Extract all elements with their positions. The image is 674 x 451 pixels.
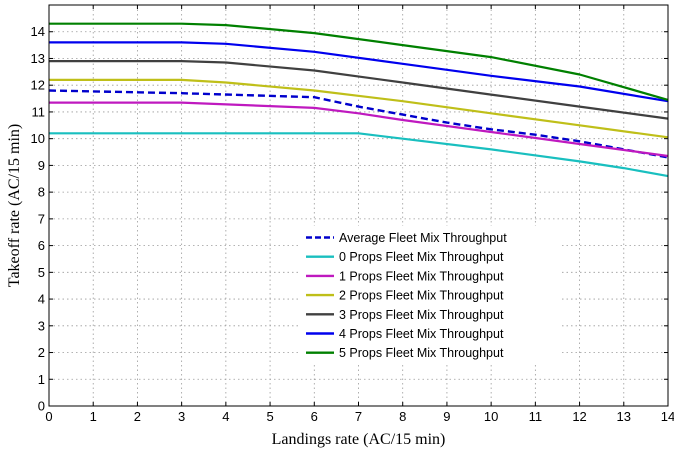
legend-label: 3 Props Fleet Mix Throughput bbox=[339, 308, 504, 322]
legend: Average Fleet Mix Throughput 0 Props Flee… bbox=[300, 226, 562, 364]
y-axis-label: Takeoff rate (AC/15 min) bbox=[6, 124, 23, 287]
y-tick-label: 9 bbox=[38, 158, 45, 173]
y-tick-label: 1 bbox=[38, 372, 45, 387]
series-line bbox=[48, 89, 669, 159]
x-axis-label: Landings rate (AC/15 min) bbox=[272, 431, 446, 448]
x-tick-label: 10 bbox=[484, 409, 498, 424]
x-tick-label: 8 bbox=[399, 409, 406, 424]
x-tick-label: 14 bbox=[661, 409, 674, 424]
y-tick-label: 2 bbox=[38, 345, 45, 360]
y-tick-label: 14 bbox=[31, 24, 45, 39]
x-tick-label: 12 bbox=[572, 409, 586, 424]
series-line bbox=[49, 132, 669, 178]
y-tick-label: 7 bbox=[38, 211, 45, 226]
series-line bbox=[49, 78, 669, 139]
series-line bbox=[49, 101, 669, 158]
x-tick-label: 4 bbox=[222, 409, 229, 424]
series-lines bbox=[48, 22, 669, 178]
x-tick-label: 0 bbox=[45, 409, 52, 424]
series-line bbox=[49, 22, 669, 101]
legend-box bbox=[300, 226, 562, 364]
legend-label: 4 Props Fleet Mix Throughput bbox=[339, 327, 504, 341]
x-tick-label: 6 bbox=[311, 409, 318, 424]
series-line bbox=[49, 41, 669, 103]
y-tick-label: 11 bbox=[32, 104, 46, 119]
y-tick-label: 10 bbox=[31, 131, 45, 146]
x-tick-label: 7 bbox=[355, 409, 362, 424]
y-tick-label: 4 bbox=[38, 292, 45, 307]
x-tick-label: 11 bbox=[529, 409, 543, 424]
legend-label: 0 Props Fleet Mix Throughput bbox=[339, 250, 504, 264]
y-tick-label: 13 bbox=[31, 51, 45, 66]
y-tick-label: 8 bbox=[38, 185, 45, 200]
y-tick-label: 3 bbox=[38, 318, 45, 333]
series-line bbox=[49, 60, 669, 120]
legend-label: 2 Props Fleet Mix Throughput bbox=[339, 289, 504, 303]
y-tick-label: 0 bbox=[38, 399, 45, 414]
x-tick-label: 1 bbox=[90, 409, 97, 424]
y-tick-label: 5 bbox=[38, 265, 45, 280]
x-tick-label: 13 bbox=[617, 409, 631, 424]
legend-label: 5 Props Fleet Mix Throughput bbox=[339, 346, 504, 360]
legend-label: Average Fleet Mix Throughput bbox=[339, 231, 507, 245]
y-tick-label: 6 bbox=[38, 238, 45, 253]
x-tick-label: 5 bbox=[266, 409, 273, 424]
x-tick-label: 3 bbox=[178, 409, 185, 424]
y-tick-label: 12 bbox=[31, 78, 45, 93]
x-tick-label: 2 bbox=[134, 409, 141, 424]
legend-label: 1 Props Fleet Mix Throughput bbox=[339, 269, 504, 283]
x-tick-label: 9 bbox=[443, 409, 450, 424]
